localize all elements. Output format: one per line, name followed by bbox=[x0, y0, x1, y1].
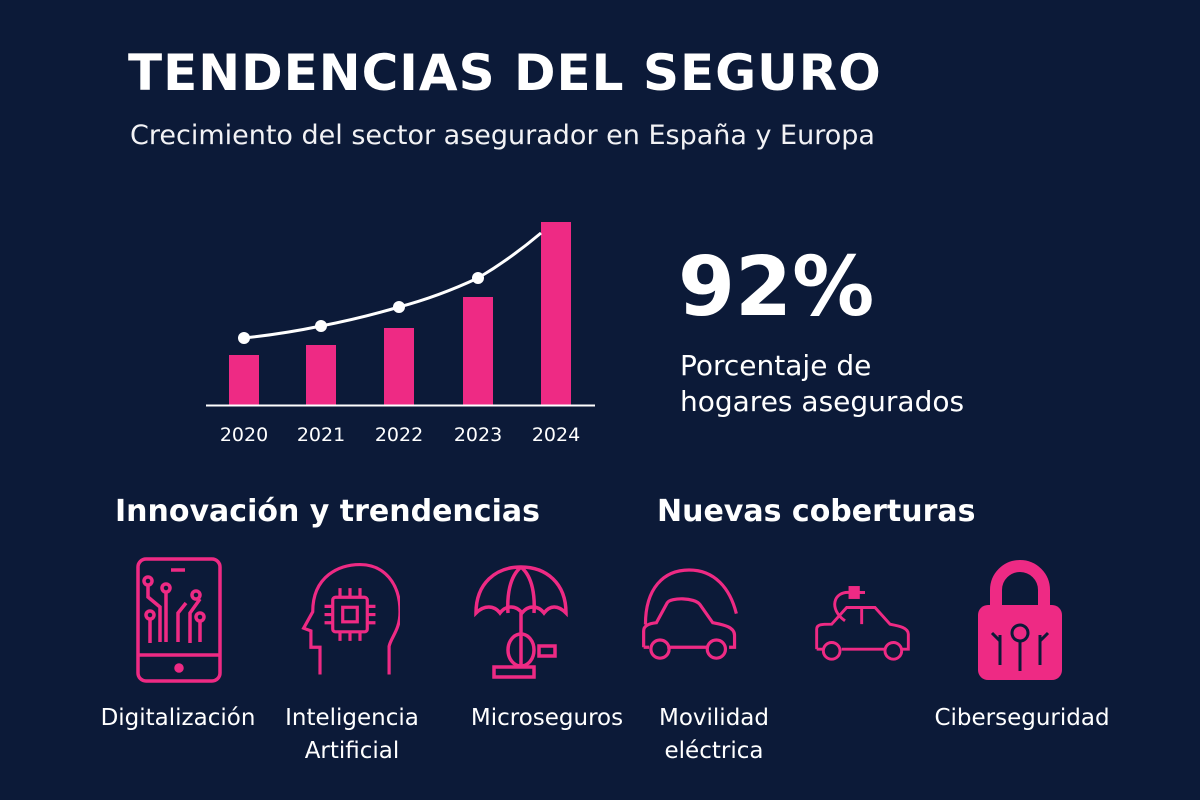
trend-point-2021 bbox=[315, 320, 327, 332]
head-chip-icon bbox=[301, 562, 400, 675]
trend-line bbox=[243, 231, 542, 340]
trend-point-2020 bbox=[238, 332, 250, 344]
growth-chart: 2020 2021 2022 2023 2024 bbox=[206, 222, 595, 446]
trend-point-2023 bbox=[472, 272, 484, 284]
item-label-movilidad: Movilidad eléctrica bbox=[624, 702, 804, 768]
x-tick-label: 2020 bbox=[220, 424, 268, 446]
bar-2024 bbox=[541, 222, 571, 405]
item-label-ciberseguridad: Ciberseguridad bbox=[934, 705, 1110, 731]
x-tick-label: 2024 bbox=[532, 424, 580, 446]
stat-value: 92% bbox=[678, 240, 875, 335]
stat-label: Porcentaje de hogares asegurados bbox=[680, 348, 1000, 420]
car-icon bbox=[642, 568, 738, 660]
bar-2021 bbox=[306, 345, 336, 405]
page-title: TENDENCIAS DEL SEGURO bbox=[128, 44, 882, 102]
section-innovation: Innovación y trendencias bbox=[115, 494, 540, 529]
electric-car-icon bbox=[815, 586, 910, 661]
bar-2023 bbox=[463, 297, 493, 405]
item-label-ia: Inteligencia Artificial bbox=[262, 702, 442, 768]
item-label-movilidad-line2: eléctrica bbox=[664, 738, 764, 764]
item-label-microseguros: Microseguros bbox=[470, 705, 624, 731]
item-label-ia-line1: Inteligencia bbox=[285, 705, 419, 731]
padlock-circuit-icon bbox=[978, 560, 1062, 680]
item-label-digitalizacion: Digitalización bbox=[100, 705, 256, 731]
x-tick-label: 2021 bbox=[297, 424, 345, 446]
bar-2020 bbox=[229, 355, 259, 405]
trend-point-2022 bbox=[393, 301, 405, 313]
page-subtitle: Crecimiento del sector asegurador en Esp… bbox=[130, 120, 875, 151]
bar-2022 bbox=[384, 328, 414, 405]
item-label-movilidad-line1: Movilidad bbox=[659, 705, 769, 731]
stat-label-line2: hogares asegurados bbox=[680, 385, 965, 418]
section-coverages: Nuevas coberturas bbox=[657, 494, 976, 529]
umbrella-icon bbox=[474, 565, 568, 679]
x-tick-label: 2023 bbox=[454, 424, 502, 446]
item-label-ia-line2: Artificial bbox=[304, 738, 400, 764]
x-tick-label: 2022 bbox=[375, 424, 423, 446]
stat-label-line1: Porcentaje de bbox=[680, 349, 872, 382]
smartphone-circuit-icon bbox=[136, 557, 222, 683]
